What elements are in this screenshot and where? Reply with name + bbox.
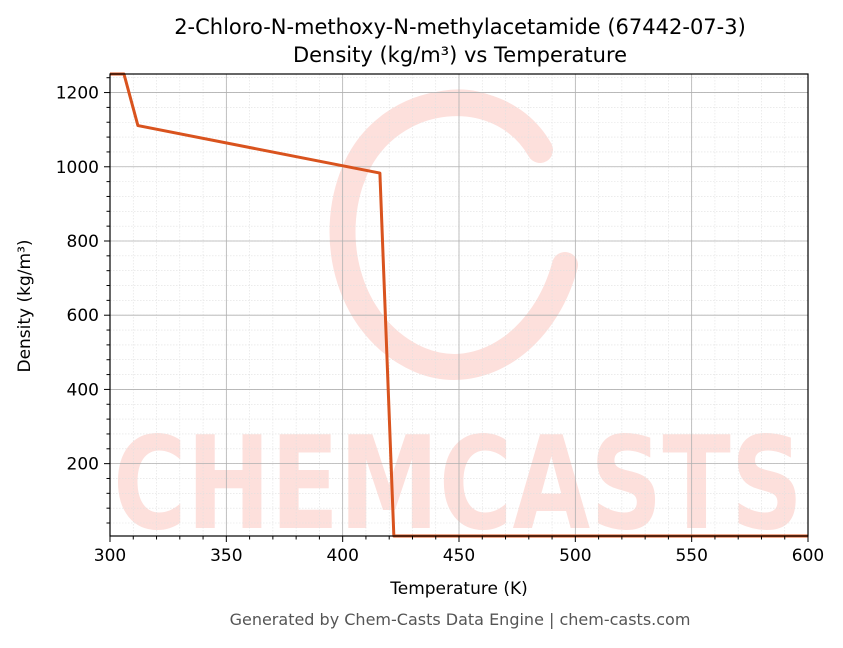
- chart-subtitle: Density (kg/m³) vs Temperature: [293, 43, 627, 67]
- watermark-text-mark: CHEMCASTS: [113, 410, 803, 559]
- chart-title: 2-Chloro-N-methoxy-N-methylacetamide (67…: [174, 15, 746, 39]
- y-tick-label: 1200: [56, 84, 99, 104]
- x-tick-label: 350: [210, 546, 242, 566]
- y-tick-label: 600: [67, 306, 99, 326]
- watermark-logo: [329, 89, 578, 380]
- x-axis-ticks: 300 350 400 450 500 550 600: [94, 536, 824, 566]
- x-tick-label: 450: [443, 546, 475, 566]
- y-tick-label: 200: [67, 455, 99, 475]
- watermark-text: CHEMCASTS: [113, 410, 803, 559]
- x-tick-label: 550: [675, 546, 707, 566]
- y-axis-label: Density (kg/m³): [15, 239, 35, 372]
- x-tick-label: 600: [792, 546, 824, 566]
- x-axis-label: Temperature (K): [389, 579, 528, 599]
- x-tick-label: 300: [94, 546, 126, 566]
- x-tick-label: 500: [559, 546, 591, 566]
- y-tick-label: 800: [67, 232, 99, 252]
- y-tick-label: 400: [67, 380, 99, 400]
- x-tick-label: 400: [326, 546, 358, 566]
- y-axis-ticks: 200 400 600 800 1000 1200: [56, 77, 110, 524]
- footer-credit: Generated by Chem-Casts Data Engine | ch…: [230, 610, 691, 629]
- y-tick-label: 1000: [56, 158, 99, 178]
